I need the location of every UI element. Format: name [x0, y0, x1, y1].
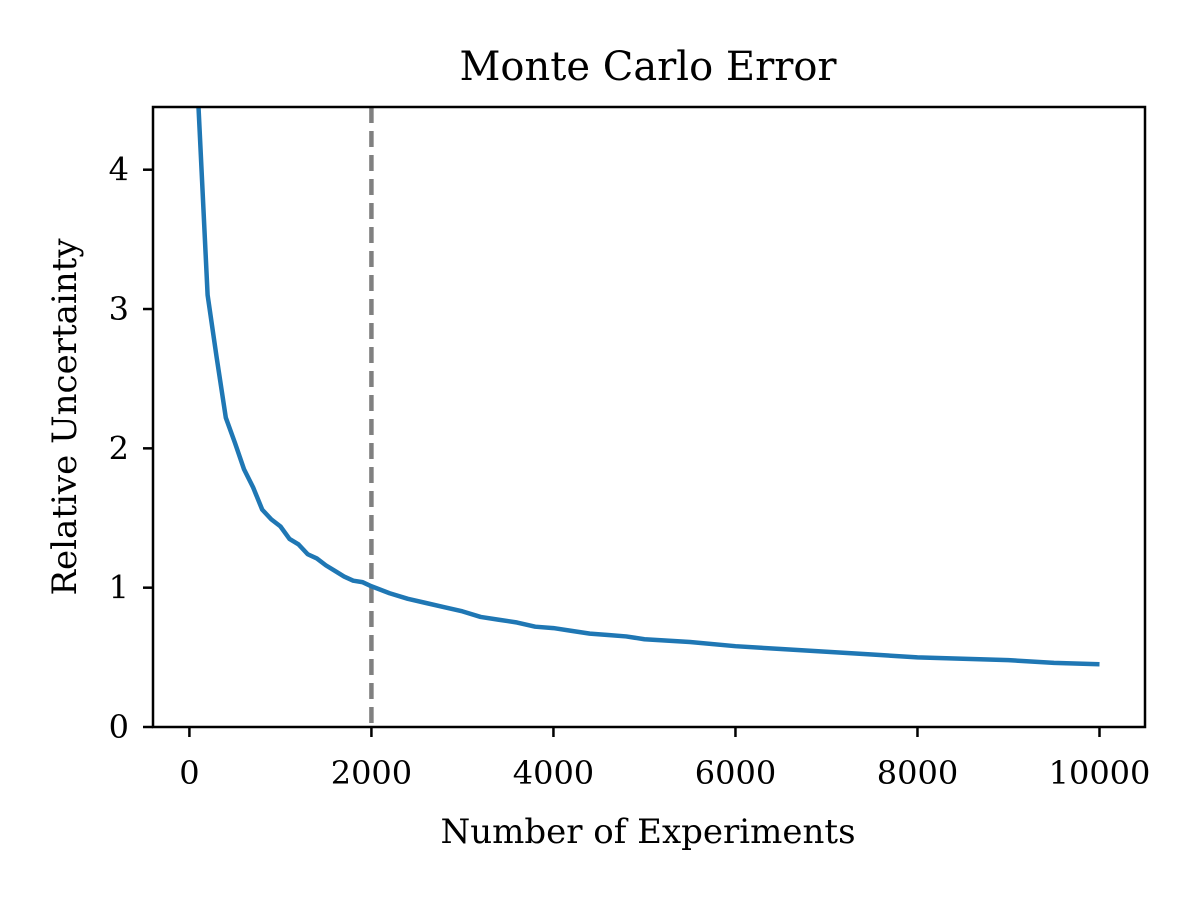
y-axis-ticks: 0 1 2 3 4	[109, 151, 153, 746]
y-tick-label: 1	[109, 569, 129, 607]
x-tick-label: 4000	[513, 754, 594, 792]
x-tick-label: 2000	[331, 754, 412, 792]
plot-frame	[151, 105, 1147, 729]
x-axis-label: Number of Experiments	[440, 812, 855, 852]
chart-title: Monte Carlo Error	[459, 44, 837, 90]
x-tick-label: 0	[179, 754, 199, 792]
series-line	[196, 106, 1100, 667]
x-tick-label: 8000	[877, 754, 958, 792]
y-tick-label: 4	[109, 151, 129, 189]
plot-area	[196, 106, 1100, 727]
x-axis-ticks: 0 2000 4000 6000 8000 10000	[179, 727, 1150, 792]
x-tick-label: 10000	[1049, 754, 1151, 792]
y-tick-label: 3	[109, 290, 129, 328]
y-axis-label: Relative Uncertainty	[45, 238, 85, 596]
y-tick-label: 2	[109, 429, 129, 467]
y-tick-label: 0	[109, 708, 129, 746]
x-tick-label: 6000	[695, 754, 776, 792]
